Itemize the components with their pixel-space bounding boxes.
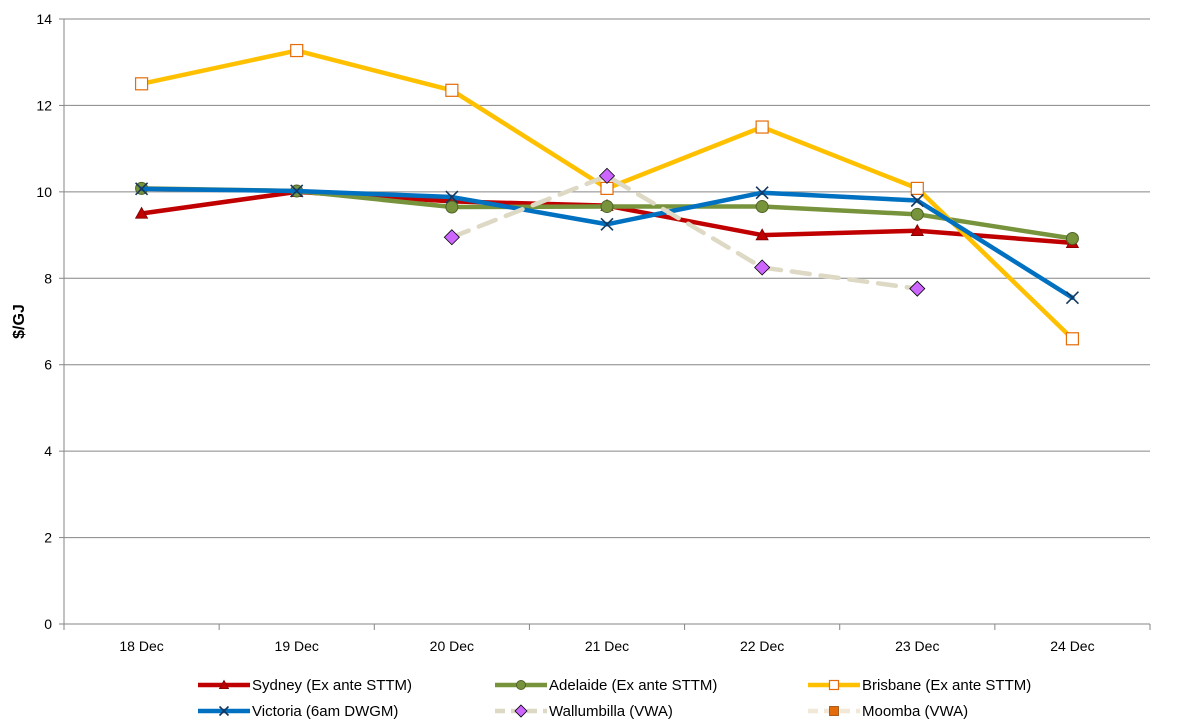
legend-item: Adelaide (Ex ante STTM) — [495, 677, 717, 694]
data-point — [600, 217, 614, 231]
data-point — [828, 679, 840, 691]
y-tick-label: 2 — [44, 530, 52, 546]
data-point — [445, 190, 459, 204]
data-point — [755, 228, 769, 241]
data-point — [598, 167, 616, 184]
data-point — [754, 259, 771, 276]
data-point — [829, 706, 839, 716]
gridlines — [64, 18, 1150, 539]
data-point — [443, 229, 460, 246]
data-point — [755, 120, 769, 134]
data-point — [290, 43, 304, 58]
legend-label: Brisbane (Ex ante STTM) — [862, 677, 1031, 694]
x-tick-label: 18 Dec — [119, 638, 163, 654]
legend: Sydney (Ex ante STTM) Adelaide (Ex ante S… — [198, 677, 1031, 720]
legend-label: Moomba (VWA) — [862, 703, 968, 720]
legend-label: Sydney (Ex ante STTM) — [252, 677, 412, 694]
data-point — [135, 182, 149, 196]
data-point — [600, 181, 614, 195]
legend-item: Brisbane (Ex ante STTM) — [808, 677, 1031, 694]
legend-label: Wallumbilla (VWA) — [549, 703, 673, 720]
y-tick-label: 10 — [36, 184, 52, 200]
data-point — [514, 704, 528, 718]
legend-item: Wallumbilla (VWA) — [495, 703, 673, 720]
y-tick-label: 0 — [44, 616, 52, 632]
data-point — [600, 200, 614, 214]
data-point — [134, 206, 149, 219]
data-point — [910, 223, 924, 236]
data-point — [516, 680, 526, 690]
y-tick-label: 6 — [44, 357, 52, 373]
data-point — [1065, 332, 1080, 346]
data-point — [218, 705, 230, 717]
y-tick-label: 4 — [44, 443, 52, 459]
data-point — [1065, 291, 1079, 305]
series-line — [449, 173, 920, 291]
x-tick-label: 22 Dec — [740, 638, 784, 654]
data-point — [445, 83, 459, 97]
legend-label: Adelaide (Ex ante STTM) — [549, 677, 717, 694]
y-tick-label: 14 — [36, 11, 52, 27]
series-wallumbilla-vwa — [443, 167, 926, 297]
legend-label: Victoria (6am DWGM) — [252, 703, 398, 720]
x-tick-label: 21 Dec — [585, 638, 629, 654]
legend-item: Victoria (6am DWGM) — [198, 703, 398, 720]
data-point — [755, 200, 769, 214]
legend-item: Moomba (VWA) — [808, 703, 968, 720]
axes: 0 2 4 6 8 10 12 14 18 Dec 19 Dec 20 Dec 21 Dec 22 De… — [36, 11, 1151, 654]
x-tick-label: 24 Dec — [1050, 638, 1094, 654]
data-point — [445, 200, 459, 214]
y-axis-title: $/GJ — [11, 304, 28, 339]
data-point — [218, 679, 230, 689]
x-tick-label: 19 Dec — [275, 638, 319, 654]
data-point — [134, 77, 149, 91]
x-tick-label: 20 Dec — [430, 638, 474, 654]
series-victoria-6am-dwgm — [135, 182, 1079, 305]
y-tick-label: 8 — [44, 270, 52, 286]
legend-item: Sydney (Ex ante STTM) — [198, 677, 412, 694]
data-point — [755, 186, 769, 200]
data-point — [910, 193, 924, 208]
data-point — [910, 207, 924, 221]
x-tick-label: 23 Dec — [895, 638, 939, 654]
data-point — [909, 280, 926, 297]
data-point — [1065, 232, 1079, 246]
data-point — [290, 184, 304, 198]
series-lines — [134, 43, 1080, 346]
y-tick-label: 12 — [36, 97, 52, 113]
data-point — [910, 181, 924, 195]
